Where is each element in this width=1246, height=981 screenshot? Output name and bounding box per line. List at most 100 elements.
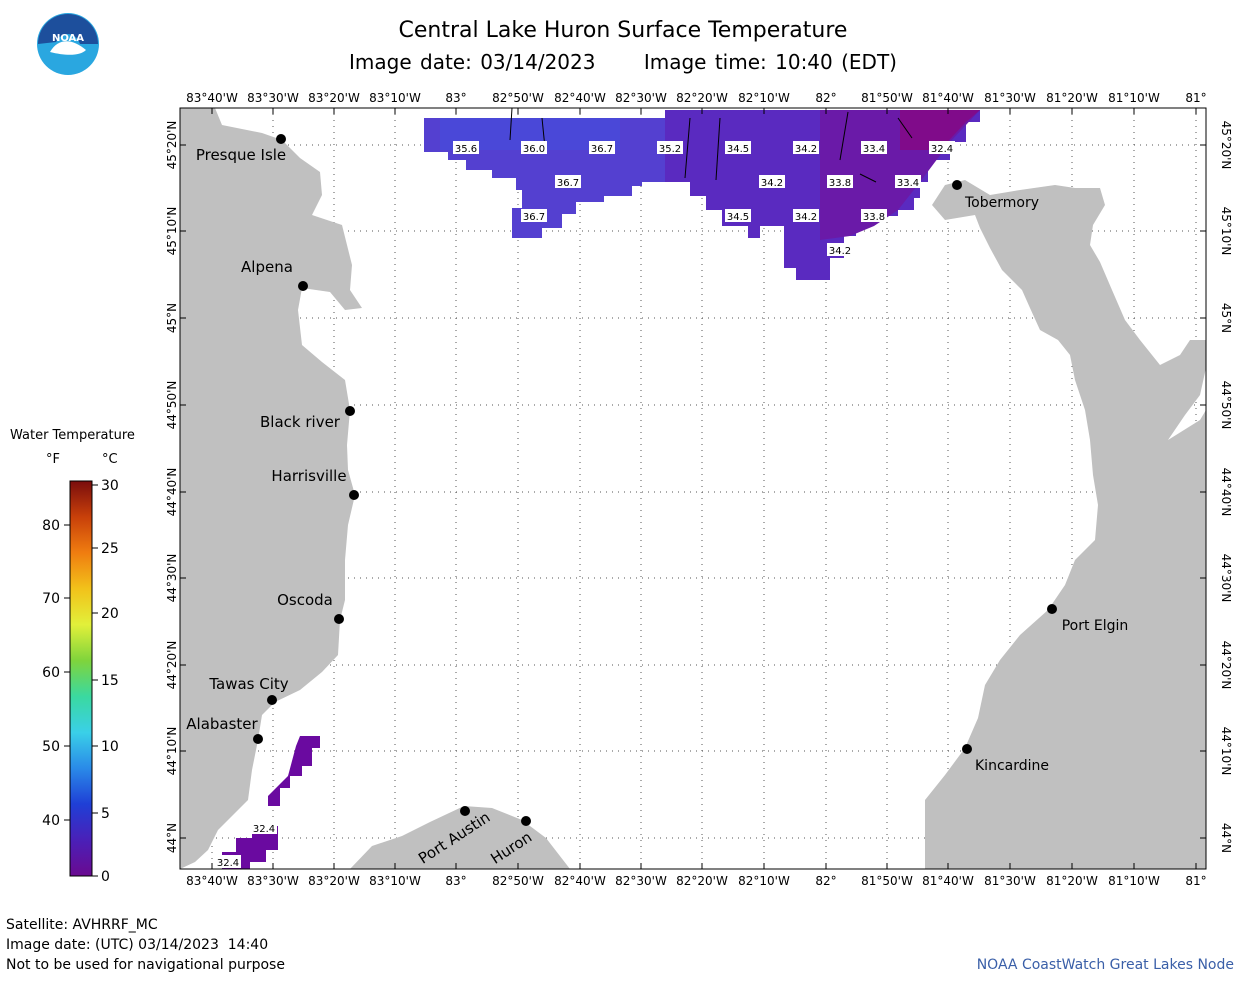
lon-label-bottom: 82°50'W [492,874,544,888]
temp-label-box [793,209,819,222]
temp-label-box [589,141,615,154]
lat-label-left: 44°10'N [165,727,179,776]
lat-label-right: 44°50'N [1219,381,1233,430]
temperature-patch [440,118,620,150]
lon-label-top: 82°10'W [738,91,790,105]
city-marker-port-austin [460,806,470,816]
lon-label-top: 83°20'W [308,91,360,105]
port-austin-land [350,806,570,869]
disclaimer-label: Not to be used for navigational purpose [6,957,285,973]
satellite-label: Satellite: AVHRRF_MC [6,917,158,933]
lat-label-left: 45°N [165,303,179,333]
legend-c-label: 5 [101,806,110,822]
map-title: Central Lake Huron Surface Temperature [398,18,848,43]
city-label-kincardine: Kincardine [975,758,1049,774]
lat-label-right: 45°20'N [1219,121,1233,170]
lat-label-left: 45°20'N [165,121,179,170]
lat-label-left: 44°20'N [165,641,179,690]
temperature-patch [900,110,980,150]
lon-label-bottom: 83° [445,874,466,888]
image-date-label: Image date: 03/14/2023 [349,50,596,74]
isotherm-line [897,117,913,139]
lon-label-top: 81°50'W [861,91,913,105]
temp-label-box [759,175,785,188]
lon-label-top: 81°40'W [922,91,974,105]
credit-label: NOAA CoastWatch Great Lakes Node [976,957,1234,973]
map-frame [179,107,1207,870]
legend-f-label: 40 [42,813,60,829]
temp-label: 34.2 [795,212,817,223]
city-marker-tawas-city [267,695,277,705]
temp-label-box [555,175,581,188]
temp-label: 33.8 [829,178,851,189]
city-label-black-river: Black river [260,413,341,431]
temp-label: 36.7 [591,144,613,155]
city-label-harrisville: Harrisville [271,467,346,485]
temp-label-box [521,141,547,154]
temp-label: 32.4 [253,824,275,835]
temp-label: 33.4 [897,178,919,189]
temp-label-box [521,209,547,222]
lat-label-right: 44°10'N [1219,727,1233,776]
city-marker-port-elgin [1047,604,1057,614]
ontario-shore-land [925,108,1206,869]
lat-label-right: 45°10'N [1219,207,1233,256]
temp-label-box [827,243,853,256]
lon-label-bottom: 83°20'W [308,874,360,888]
city-label-alpena: Alpena [241,258,293,276]
utc-date-label: Image date: (UTC) 03/14/2023 14:40 [6,937,269,953]
temp-label-box [657,141,683,154]
lon-label-top: 82°30'W [615,91,667,105]
michigan-shore-land [180,108,362,869]
lat-label-right: 44°20'N [1219,641,1233,690]
lon-label-bottom: 81°20'W [1046,874,1098,888]
lon-label-bottom: 83°10'W [369,874,421,888]
map-subtitle: Image date: 03/14/2023 Image time: 10:40… [0,50,1246,74]
temp-label: 34.5 [727,144,749,155]
temp-label-box [725,209,751,222]
legend-color-bar [69,480,93,877]
logo-text: NOAA [52,33,84,44]
temp-label-box [929,141,955,154]
temp-label: 34.2 [829,246,851,257]
lon-label-bottom: 82°10'W [738,874,790,888]
lon-label-bottom: 82°20'W [676,874,728,888]
legend-c-label: 20 [101,606,119,622]
city-label-alabaster: Alabaster [186,715,258,733]
lon-label-top: 83° [445,91,466,105]
lon-label-top: 81°10'W [1108,91,1160,105]
city-label-presque-isle: Presque Isle [196,146,286,164]
temp-label: 36.0 [523,144,545,155]
temperature-labels: 35.6 36.0 36.7 35.2 34.5 34.2 33.4 32.4 36.7 34.2… [215,141,955,869]
temp-label: 35.2 [659,144,681,155]
temp-label: 34.5 [727,212,749,223]
city-label-port-elgin: Port Elgin [1062,618,1129,634]
legend-c-label: 10 [101,739,119,755]
temp-label: 33.4 [863,144,885,155]
isotherm-line [859,173,877,183]
legend-unit-c: °C [102,452,118,467]
temp-label-box [827,175,853,188]
lat-label-left: 44°30'N [165,554,179,603]
lat-label-right: 45°N [1219,303,1233,333]
lon-label-top: 82°50'W [492,91,544,105]
lon-label-bottom: 83°30'W [247,874,299,888]
city-marker-black-river [345,406,355,416]
lat-label-right: 44°30'N [1219,554,1233,603]
legend-c-label: 25 [101,541,119,557]
lon-label-bottom: 81°50'W [861,874,913,888]
lon-label-top: 82°40'W [554,91,606,105]
lon-label-top: 81° [1185,91,1206,105]
lon-label-top: 81°30'W [984,91,1036,105]
city-marker-presque-isle [276,134,286,144]
temp-label-box [215,855,241,868]
lon-label-top: 82° [815,91,836,105]
city-marker-oscoda [334,614,344,624]
city-marker-kincardine [962,744,972,754]
temp-label: 34.2 [761,178,783,189]
lon-label-bottom: 83°40'W [186,874,238,888]
legend-f-label: 80 [42,518,60,534]
city-label-tawas-city: Tawas City [208,675,288,693]
legend-f-label: 70 [42,591,60,607]
